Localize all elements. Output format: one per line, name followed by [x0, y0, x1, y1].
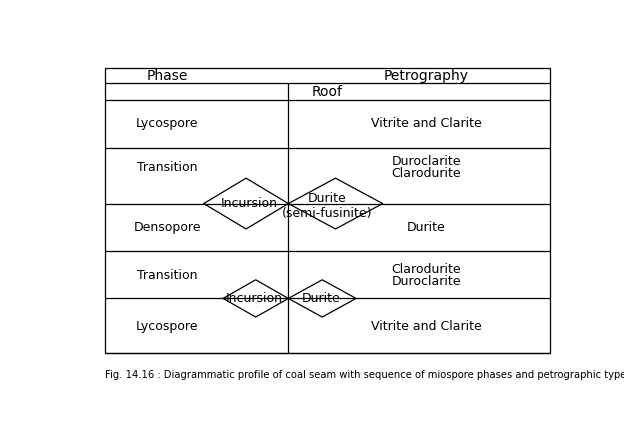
Text: Densopore: Densopore	[134, 221, 201, 235]
Text: Durite: Durite	[407, 221, 446, 235]
Text: Vitrite and Clarite: Vitrite and Clarite	[371, 117, 482, 130]
Text: Vitrite and Clarite: Vitrite and Clarite	[371, 320, 482, 333]
Text: Durite: Durite	[301, 292, 340, 305]
Text: Incursion: Incursion	[221, 197, 278, 210]
Text: Roof: Roof	[311, 85, 343, 99]
Text: Petrography: Petrography	[384, 69, 469, 83]
Text: Durite
(semi-fusinite): Durite (semi-fusinite)	[282, 192, 373, 220]
Text: Phase: Phase	[147, 69, 188, 83]
Text: Clarodurite: Clarodurite	[391, 263, 461, 276]
Text: Fig. 14.16 : Diagrammatic profile of coal seam with sequence of miospore phases : Fig. 14.16 : Diagrammatic profile of coa…	[105, 370, 624, 380]
Text: Incursion: Incursion	[226, 292, 283, 305]
Text: Duroclarite: Duroclarite	[391, 275, 461, 288]
Bar	[105, 68, 550, 352]
Text: Lycospore: Lycospore	[136, 320, 198, 333]
Text: Transition: Transition	[137, 161, 198, 175]
Text: Duroclarite: Duroclarite	[391, 155, 461, 168]
Text: Clarodurite: Clarodurite	[391, 167, 461, 180]
Text: Transition: Transition	[137, 269, 198, 282]
Text: Lycospore: Lycospore	[136, 117, 198, 130]
